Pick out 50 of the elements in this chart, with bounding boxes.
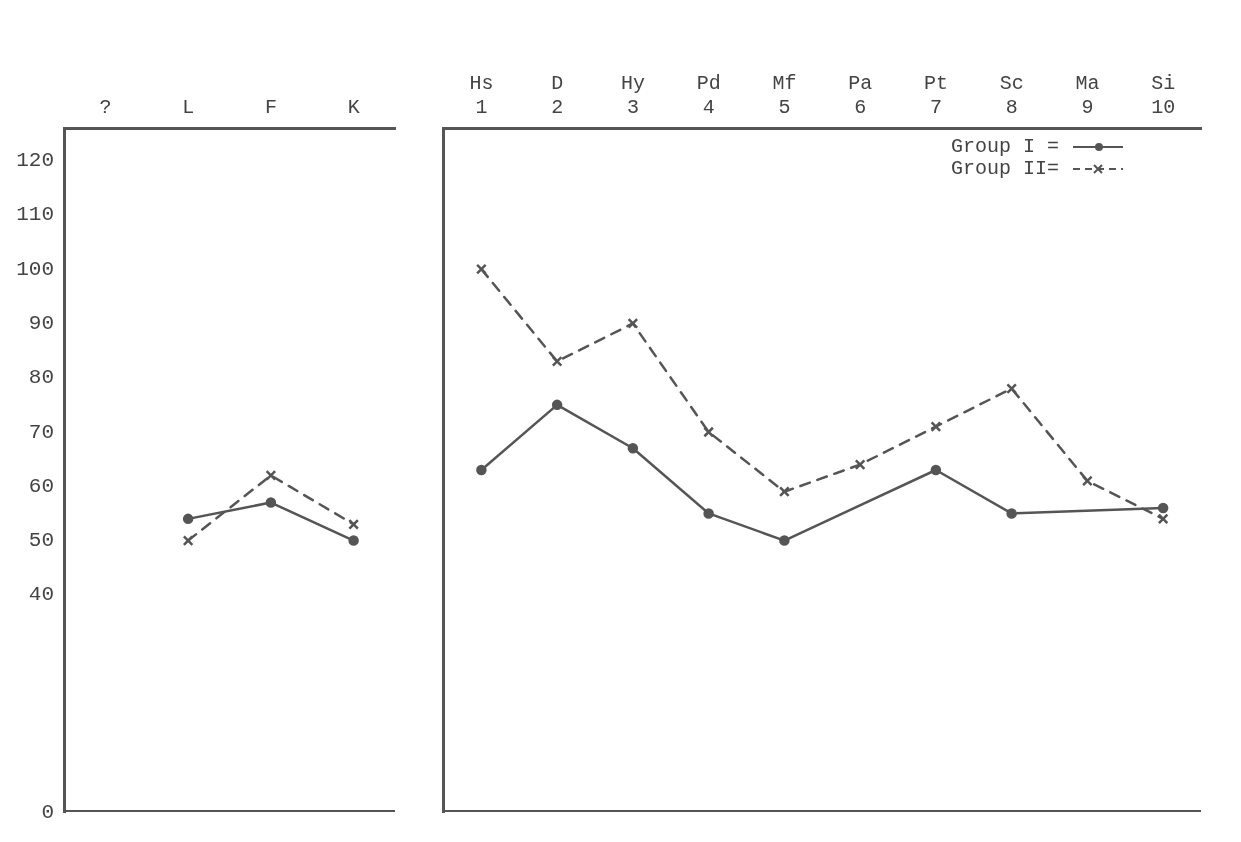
x-tick-label: L [182,96,195,120]
point [476,464,487,476]
x-tick-label: Pd 4 [696,72,721,120]
point [1006,383,1018,395]
x-tick-label: Si 10 [1151,72,1176,120]
point [1157,513,1169,525]
point [475,263,487,275]
x-tick-label: Ma 9 [1075,72,1100,120]
point [1081,475,1093,487]
point [627,443,639,454]
y-tick-label: 60 [28,474,54,498]
x-tick-label: Hy 3 [620,72,645,120]
point [779,535,790,546]
point [1157,502,1169,514]
y-tick-label: 100 [16,257,54,281]
y-tick-label: 50 [28,529,54,553]
point [348,518,360,530]
y-tick-label: 90 [28,311,54,335]
point [930,464,942,476]
point [265,497,277,508]
point [265,469,277,481]
y-tick-label: 40 [28,583,54,607]
y-tick-label: 110 [16,203,54,227]
point [182,513,194,525]
x-tick-label: Pa 6 [848,72,873,120]
point [551,399,563,411]
point [854,459,866,471]
y-tick-label: 120 [16,149,54,173]
point [778,486,790,498]
y-tick-label: 0 [41,800,54,824]
x-tick-label: Mf 5 [772,72,797,120]
x-tick-label: Sc 8 [999,72,1024,120]
x-tick-label: Hs 1 [469,72,494,120]
point [930,421,942,433]
x-tick-label: Pt 7 [923,72,948,120]
point [348,535,359,546]
x-tick-label: F [264,96,277,120]
x-tick-label: ? [99,96,112,120]
legend-label: Group II= [951,157,1060,180]
point [703,508,714,519]
y-tick-label: 80 [28,366,54,390]
point [703,426,715,438]
point [182,535,194,547]
x-tick-label: K [347,96,360,120]
point [627,317,639,329]
y-tick-label: 70 [28,420,54,444]
point [551,355,563,367]
point [1006,508,1017,519]
legend-label: Group I = [951,135,1060,158]
x-tick-label: D 2 [551,72,564,120]
